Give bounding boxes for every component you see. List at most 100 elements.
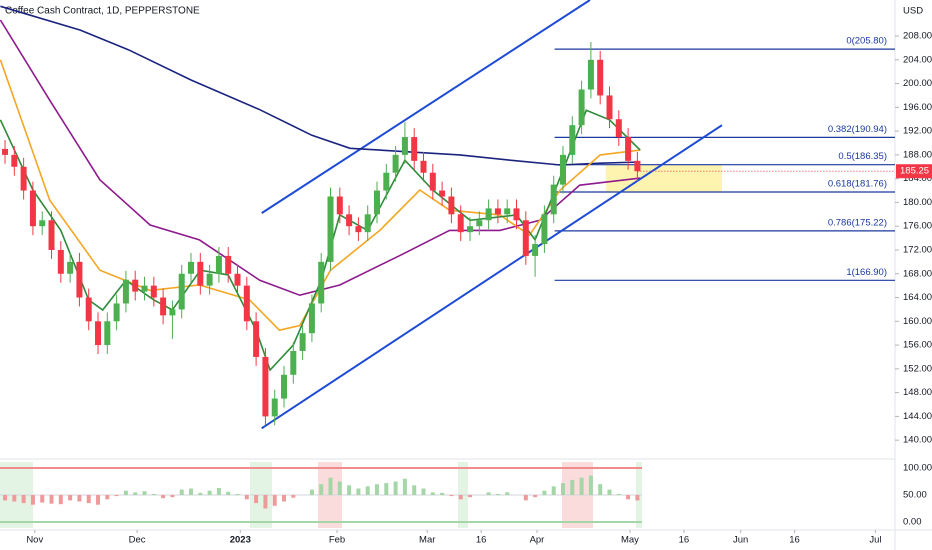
osc-bar [337,481,342,495]
osc-bar [393,481,398,495]
osc-bar [12,495,17,502]
candle-body [485,208,492,221]
y-tick-label: 180.00 [903,197,932,208]
x-tick-label: 16 [476,535,487,546]
osc-bar [161,495,166,499]
candle-body [504,208,511,215]
candle-body [374,190,381,215]
candle-body [76,261,83,298]
candle-body [141,285,148,292]
osc-bar [216,487,221,495]
candle-body [48,220,55,250]
candle-body [243,285,250,322]
chart-title: Coffee Cash Contract, 1D, PEPPERSTONE [5,6,200,17]
candle-body [206,273,213,286]
osc-bar [21,495,26,504]
osc-bar [96,495,101,505]
y-tick-label: 156.00 [903,340,932,351]
candle-body [476,220,483,227]
fib-label: 0.786(175.22) [828,217,887,228]
candle-body [448,196,455,215]
y-tick-label: 204.00 [903,54,932,65]
osc-tick-label: 100.00 [903,463,932,474]
candle-body [169,309,176,316]
y-tick-label: 168.00 [903,268,932,279]
candle-body [215,255,222,274]
candle-body [392,154,399,173]
candle-body [597,59,604,96]
candle-body [160,297,167,316]
candle-body [420,160,427,173]
candle-body [318,261,325,304]
candle-body [234,273,241,286]
osc-bar [402,478,407,495]
osc-bar [30,495,35,505]
y-tick-label: 152.00 [903,363,932,374]
channel-line [261,124,723,430]
osc-tick-label: 50.00 [903,490,927,501]
osc-bar [458,495,463,500]
osc-bar [309,489,314,495]
osc-bar [105,495,110,500]
x-tick-label: Dec [129,535,146,546]
last-price-label: 185.25 [900,166,929,177]
candle-body [587,59,594,90]
osc-bar [179,489,184,495]
fib-label: 1(166.90) [846,267,887,278]
candle-body [39,220,46,227]
osc-bar [40,495,45,503]
candle-body [411,137,418,161]
osc-bar [272,495,277,506]
y-tick-label: 184.00 [903,173,932,184]
y-tick-label: 140.00 [903,435,932,446]
osc-bar [207,490,212,495]
osc-bar [598,484,603,495]
osc-bar [291,495,296,498]
unit-label: USD [903,6,923,17]
osc-bar [635,495,640,501]
candle-body [67,261,74,274]
osc-bar [486,492,491,495]
candle-body [625,137,632,161]
candle-body [401,137,408,155]
candle-body [336,196,343,215]
osc-bar [533,495,538,498]
x-tick-label: 2023 [230,535,251,546]
osc-bar [505,492,510,495]
last-price-box [896,164,932,179]
candle-body [457,214,464,233]
y-tick-label: 192.00 [903,126,932,137]
osc-bar [151,493,156,495]
candle-body [29,190,36,227]
fib-label: 0.382(190.94) [828,124,887,135]
osc-bar [440,492,445,495]
candle-body [578,89,585,126]
candle-body [225,255,232,274]
candle-body [550,184,557,215]
osc-bar [588,475,593,495]
candle-body [364,214,371,233]
candle-body [95,321,102,346]
osc-bar [551,486,556,495]
candle-body [494,208,501,215]
x-tick-label: Feb [329,535,345,546]
osc-bar [142,491,147,495]
y-tick-label: 148.00 [903,387,932,398]
osc-bar [3,495,8,501]
osc-bar [235,493,240,495]
candle-body [541,214,548,245]
candle-body [253,321,260,357]
osc-bar [375,484,380,495]
osc-bar [542,490,547,495]
osc-bar [561,483,566,495]
osc-bar [244,495,249,500]
candle-body [560,154,567,185]
candle-body [327,196,334,262]
candle-body [634,160,641,172]
osc-bar [49,495,54,504]
osc-bar [189,488,194,495]
osc-bar [133,492,138,495]
osc-bar [347,485,352,495]
osc-bar [412,485,417,495]
